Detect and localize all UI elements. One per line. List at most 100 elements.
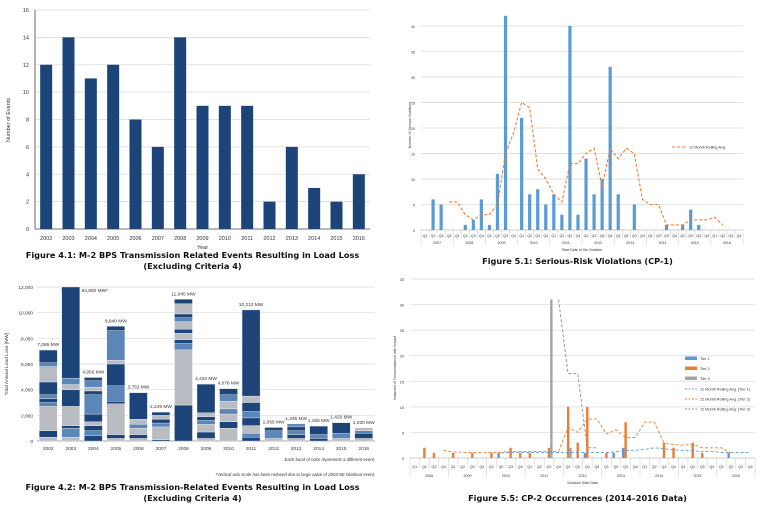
stack-segment: [219, 428, 238, 442]
bar: [218, 105, 231, 229]
stack-segment: [129, 428, 148, 435]
quarter-label: Q3: [471, 234, 476, 238]
stack-segment: [196, 416, 216, 421]
data-label: 7,085 MW: [37, 342, 59, 348]
bar-tier-2: [624, 422, 627, 458]
quarter-label: Q3: [729, 234, 734, 238]
note: *Vertical axis scale has been reduced du…: [215, 472, 375, 477]
quarter-label: Q1: [527, 465, 532, 469]
x-tick-label: 2004: [85, 236, 97, 242]
stack-segment: [241, 433, 261, 438]
y-tick-label: 40: [411, 25, 415, 29]
year-label: 2013: [617, 474, 625, 478]
x-tick-label: 2007: [156, 446, 167, 452]
stack-segment: [151, 411, 171, 416]
year-label: 2016: [723, 241, 731, 245]
quarter-label: Q3: [470, 465, 475, 469]
stack-segment: [39, 349, 58, 363]
x-tick-label: 2011: [246, 446, 257, 452]
bar: [568, 26, 572, 230]
y-tick-label: 30: [411, 76, 415, 80]
x-tick-label: 2003: [62, 236, 74, 242]
quarter-label: Q4: [608, 234, 613, 238]
y-axis-title: Total Annual Load Loss (MW): [4, 332, 10, 395]
stack-segment: [219, 421, 238, 429]
quarter-label: Q1: [423, 234, 428, 238]
quarter-label: Q3: [439, 234, 444, 238]
quarter-label: Q4: [748, 465, 753, 469]
stack-segment: [151, 419, 171, 424]
quarter-label: Q2: [499, 465, 504, 469]
y-tick-label: 12,000: [18, 285, 33, 291]
bar-tier-2: [490, 452, 493, 458]
bar-tier-2: [566, 406, 570, 458]
stack-segment: [219, 388, 238, 395]
x-tick-label: 2006: [129, 236, 141, 242]
stack-segment: [106, 359, 126, 365]
stack-segment: [39, 436, 58, 442]
stack-segment: [84, 425, 103, 431]
legend-swatch: [685, 356, 697, 360]
x-tick-label: 2003: [65, 446, 76, 452]
bar: [84, 78, 97, 229]
y-tick-label: 0: [30, 439, 33, 445]
bar: [330, 201, 343, 229]
stack-segment: [354, 427, 373, 431]
data-label: 8,940 MW: [105, 318, 127, 324]
y-tick-label: 6: [26, 145, 29, 151]
y-tick-label: 2,000: [21, 413, 33, 419]
stack-segment: [286, 438, 306, 442]
bar: [552, 194, 556, 230]
y-tick-label: 30: [400, 304, 404, 308]
bar: [681, 224, 685, 230]
stack-segment: [196, 438, 216, 442]
stack-segment: [39, 362, 58, 367]
stack-segment: [84, 390, 103, 395]
stack-segment: [106, 363, 126, 386]
x-tick-label: 2010: [219, 236, 231, 242]
quarter-label: Q1: [566, 465, 571, 469]
x-tick-label: 2010: [223, 446, 234, 452]
year-label: 2011: [562, 241, 570, 245]
quarter-label: Q4: [479, 465, 484, 469]
bar: [536, 189, 540, 230]
quarter-label: Q3: [600, 234, 605, 238]
bar: [151, 146, 164, 229]
stack-segment: [84, 386, 103, 392]
bar: [697, 224, 701, 230]
legend-swatch: [685, 376, 697, 380]
x-axis-title: Year: [197, 245, 208, 251]
quarter-label: Q4: [737, 234, 742, 238]
quarter-label: Q1: [648, 234, 653, 238]
data-label: 1,160 MW: [308, 418, 330, 424]
stack-segment: [174, 349, 193, 406]
x-axis-title: Violation Start Date: [567, 481, 598, 485]
clipped-arrow-head-icon: [61, 287, 65, 290]
stack-segment: [151, 426, 171, 440]
stack-segment: [129, 424, 148, 429]
data-label: 64,850 MW*: [82, 288, 109, 294]
stack-segment: [129, 438, 148, 442]
stack-segment: [106, 326, 126, 331]
quarter-label: Q2: [690, 465, 695, 469]
quarter-label: Q3: [568, 234, 573, 238]
y-tick-label: 0: [26, 227, 29, 233]
bar: [600, 179, 604, 230]
y-tick-label: 8,000: [21, 336, 33, 342]
x-tick-label: 2012: [268, 446, 279, 452]
y-tick-label: 0: [402, 457, 404, 461]
fig-4-2-subtitle: (Excluding Criteria 4): [143, 493, 242, 503]
quarter-label: Q1: [551, 234, 556, 238]
quarter-label: Q2: [537, 465, 542, 469]
stack-segment: [151, 422, 171, 428]
quarter-label: Q3: [503, 234, 508, 238]
x-tick-label: 2015: [336, 446, 347, 452]
x-tick-label: 2013: [291, 446, 302, 452]
quarter-label: Q3: [700, 465, 705, 469]
quarter-label: Q4: [479, 234, 484, 238]
stack-segment: [264, 438, 283, 442]
y-tick-label: 0: [413, 229, 415, 233]
bar-tier-2: [432, 452, 436, 458]
x-tick-label: 2006: [133, 446, 144, 452]
y-tick-label: 20: [411, 127, 415, 131]
